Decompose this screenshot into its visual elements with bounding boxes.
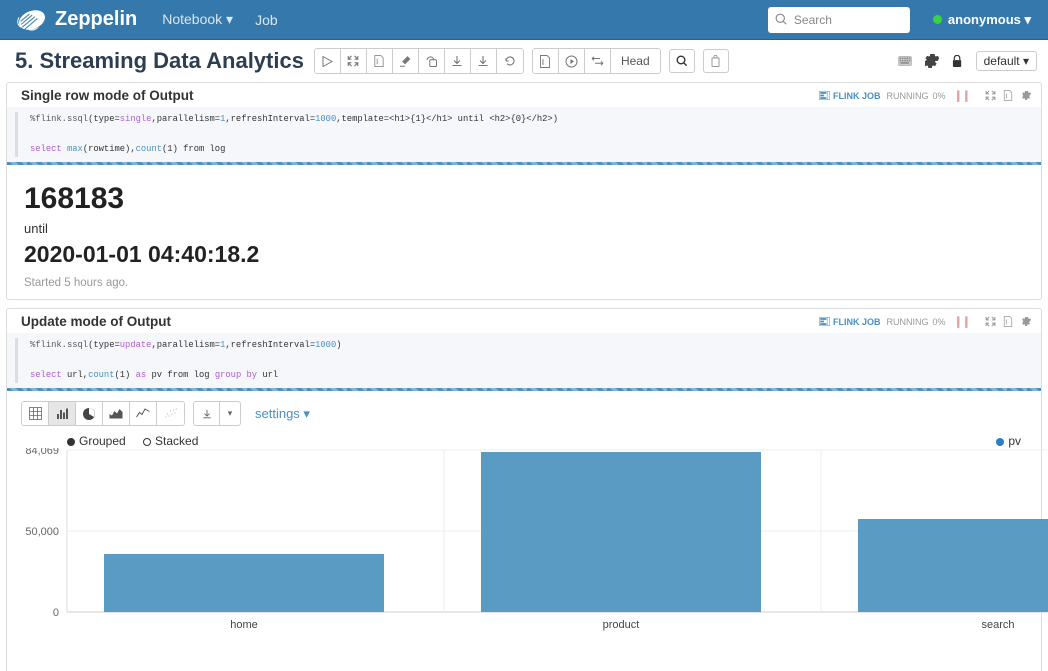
svg-text:84,069: 84,069 — [25, 448, 59, 457]
svg-text:0: 0 — [53, 607, 59, 619]
svg-text:product: product — [603, 619, 640, 631]
svg-text:home: home — [230, 619, 258, 631]
svg-text:50,000: 50,000 — [25, 526, 59, 538]
svg-text:search: search — [981, 619, 1014, 631]
